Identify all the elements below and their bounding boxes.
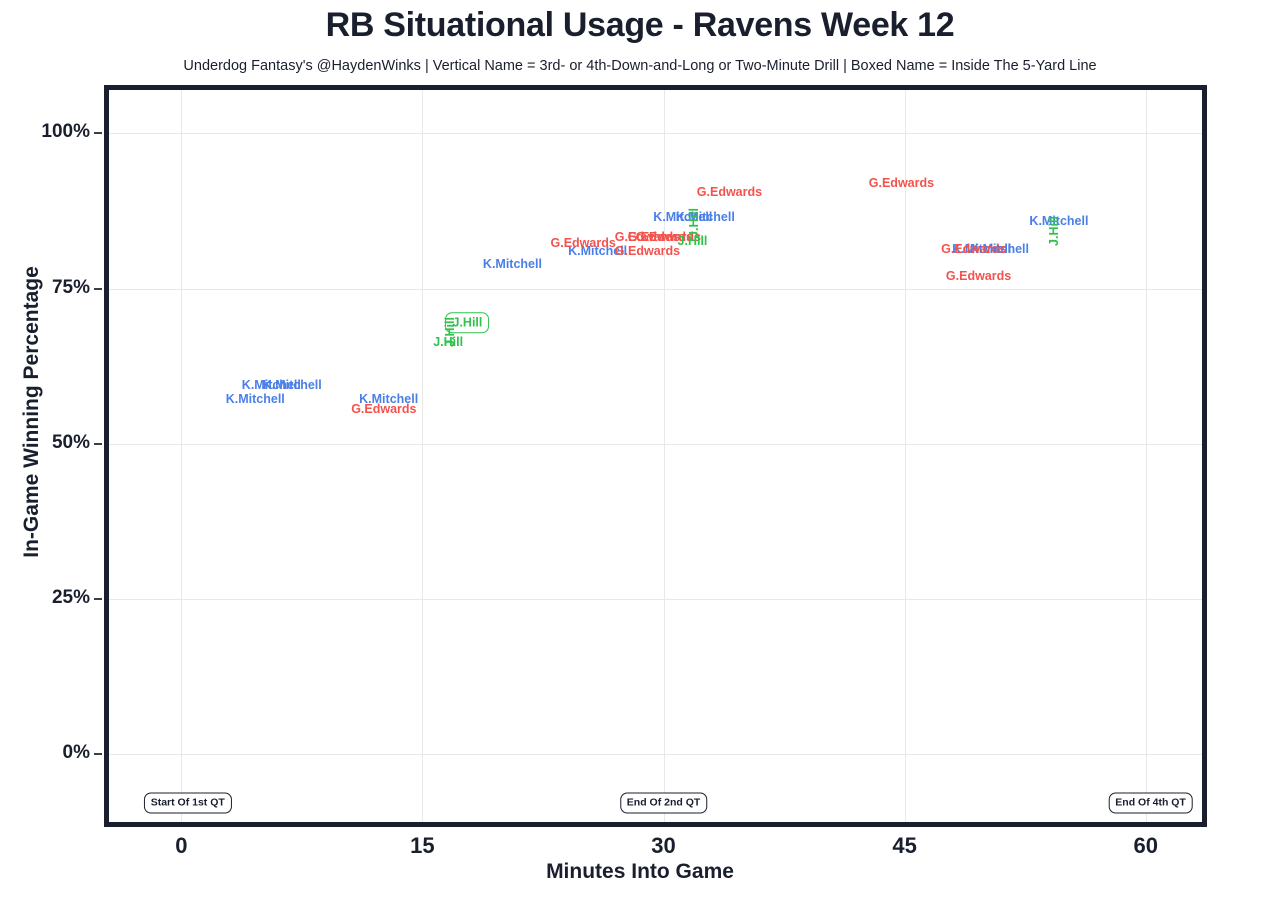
- data-point-label: G.Edwards: [868, 175, 935, 190]
- gridline-vertical: [422, 90, 424, 822]
- data-point-label: G.Edwards: [550, 235, 616, 250]
- x-axis-tick-label: 30: [651, 833, 676, 858]
- x-axis-tick-label: 15: [410, 833, 435, 858]
- chart-subtitle: Underdog Fantasy's @HaydenWinks | Vertic…: [183, 58, 1097, 74]
- x-axis-tick-label: 0: [175, 833, 188, 858]
- y-axis-tick-mark: [94, 752, 102, 755]
- data-point-label: K.Mitchell: [1029, 213, 1089, 228]
- y-axis-tick-label: 100%: [41, 121, 90, 143]
- y-axis-label: In-Game Winning Percentage: [20, 266, 43, 558]
- data-point-label: G.Edwards: [614, 244, 681, 259]
- y-axis-tick-mark: [94, 597, 102, 600]
- data-point-label: K.Mitchell: [675, 209, 735, 224]
- data-point-label: J.Hill: [1046, 215, 1061, 246]
- data-point-label: K.Mitchell: [359, 391, 419, 406]
- data-point-label: G.Edwards: [351, 401, 417, 416]
- gridline-vertical: [181, 90, 183, 822]
- gridline-horizontal: [109, 288, 1202, 290]
- data-point-label: G.Edwards: [696, 184, 763, 199]
- y-axis-tick-label: 50%: [51, 431, 90, 453]
- data-point-label: K.Mitchell: [653, 209, 713, 224]
- data-point-label: K.Mitchell: [482, 257, 542, 272]
- data-point-label: K.Mitchell: [225, 391, 285, 406]
- gridline-horizontal: [109, 133, 1202, 135]
- gridline-vertical: [1145, 90, 1147, 822]
- data-point-label: K.Mitchell: [262, 378, 322, 393]
- data-point-label: K.Mitchell: [568, 244, 628, 259]
- data-point-label: J.Hill: [445, 311, 490, 334]
- gridline-vertical: [904, 90, 906, 822]
- plot-inner: K.Mitchell K.Mitchell K.Mitchell K.Mitchell…: [109, 90, 1202, 822]
- chart-title: RB Situational Usage - Ravens Week 12: [325, 6, 955, 44]
- y-axis-tick-label: 25%: [51, 586, 90, 608]
- gridline-vertical: [663, 90, 665, 822]
- y-axis-tick-mark: [94, 287, 102, 290]
- quarter-annotation-chip: Start Of 1st QT: [143, 792, 232, 814]
- quarter-annotation-chip: End Of 2nd QT: [619, 792, 708, 814]
- data-point-label: G.Edwards: [627, 229, 693, 244]
- x-axis-tick-label: 60: [1133, 833, 1158, 858]
- gridline-horizontal: [109, 598, 1202, 600]
- data-point-label: G.Edwards: [614, 229, 681, 244]
- data-point-label: J.Hill: [677, 234, 708, 249]
- plot-area: K.Mitchell K.Mitchell K.Mitchell K.Mitchell…: [104, 85, 1207, 827]
- data-point-label: K.Mitchell: [952, 241, 1012, 256]
- data-point-label: J.Hill: [433, 334, 464, 349]
- quarter-annotation-chip: End Of 4th QT: [1108, 792, 1193, 814]
- data-point-label: G.Edwards: [941, 241, 1007, 256]
- y-axis-tick-mark: [94, 442, 102, 445]
- gridline-horizontal: [109, 443, 1202, 445]
- data-point-label: K.Mitchell: [241, 378, 301, 393]
- data-point-label: G.Edwards: [635, 229, 701, 244]
- y-axis-tick-label: 75%: [51, 276, 90, 298]
- y-axis-tick-mark: [94, 132, 102, 135]
- x-axis-tick-label: 45: [892, 833, 917, 858]
- data-point-label: G.Edwards: [945, 268, 1012, 283]
- x-axis-label: Minutes Into Game: [546, 860, 734, 883]
- gridline-horizontal: [109, 753, 1202, 755]
- y-axis-tick-label: 0%: [62, 741, 90, 763]
- data-point-label: K.Mitchell: [969, 241, 1029, 256]
